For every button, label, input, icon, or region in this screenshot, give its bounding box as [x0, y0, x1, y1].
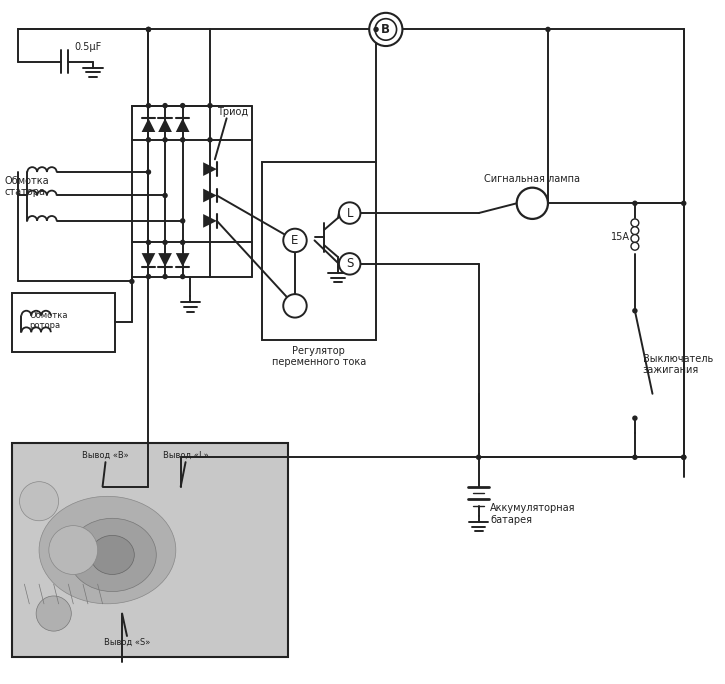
Circle shape [631, 219, 639, 226]
Circle shape [162, 137, 167, 142]
Circle shape [631, 242, 639, 250]
Text: Вывод «L»: Вывод «L» [162, 451, 209, 460]
Text: E: E [291, 234, 299, 247]
Text: S: S [346, 257, 353, 270]
Circle shape [681, 455, 687, 460]
Text: Выключатель
зажигания: Выключатель зажигания [642, 354, 713, 376]
Circle shape [180, 218, 186, 224]
Circle shape [162, 239, 167, 245]
Circle shape [162, 103, 167, 108]
Circle shape [146, 27, 152, 32]
Circle shape [283, 294, 307, 317]
Polygon shape [141, 118, 155, 132]
Circle shape [146, 103, 152, 108]
Polygon shape [203, 214, 217, 228]
Circle shape [36, 596, 71, 631]
Polygon shape [158, 118, 172, 132]
Text: 0.5μF: 0.5μF [74, 42, 102, 52]
Circle shape [369, 13, 402, 46]
Circle shape [146, 274, 152, 279]
Circle shape [146, 239, 152, 245]
Circle shape [207, 103, 212, 108]
Circle shape [681, 455, 687, 460]
Circle shape [681, 200, 687, 206]
Circle shape [129, 278, 135, 284]
Bar [12, 293, 115, 352]
Text: Регулятор
переменного тока: Регулятор переменного тока [272, 346, 366, 367]
Circle shape [632, 200, 637, 206]
Bar [262, 162, 376, 340]
Circle shape [180, 103, 186, 108]
Circle shape [146, 137, 152, 142]
Polygon shape [141, 253, 155, 267]
Circle shape [632, 415, 637, 421]
Circle shape [631, 235, 639, 242]
Bar [12, 443, 288, 657]
Text: Обмотка
статора: Обмотка статора [5, 176, 49, 198]
Polygon shape [176, 118, 189, 132]
Circle shape [180, 274, 186, 279]
Circle shape [545, 27, 551, 32]
Circle shape [632, 455, 637, 460]
Circle shape [146, 170, 152, 175]
Circle shape [146, 27, 152, 32]
Circle shape [373, 27, 378, 32]
Circle shape [517, 187, 548, 219]
Text: Сигнальная лампа: Сигнальная лампа [484, 174, 580, 184]
Text: L: L [347, 207, 353, 220]
Circle shape [631, 226, 639, 235]
Text: Вывод «B»: Вывод «B» [82, 451, 129, 460]
Text: Вывод «S»: Вывод «S» [104, 638, 150, 647]
Circle shape [162, 274, 167, 279]
Text: Обмотка
ротора: Обмотка ротора [29, 311, 68, 330]
Ellipse shape [91, 536, 134, 575]
Circle shape [283, 228, 307, 252]
Circle shape [375, 18, 397, 40]
Circle shape [20, 482, 59, 521]
Circle shape [339, 253, 360, 274]
Ellipse shape [68, 518, 157, 592]
Text: Аккумуляторная
батарея: Аккумуляторная батарея [490, 503, 576, 525]
Polygon shape [158, 253, 172, 267]
Text: Триод: Триод [217, 107, 248, 118]
Circle shape [162, 193, 167, 198]
Circle shape [180, 137, 186, 142]
Circle shape [207, 137, 212, 142]
Polygon shape [203, 189, 217, 202]
Text: B: B [381, 23, 390, 36]
Text: 15A: 15A [611, 233, 630, 243]
Circle shape [49, 525, 98, 575]
Circle shape [180, 239, 186, 245]
Polygon shape [203, 162, 217, 176]
Circle shape [476, 455, 481, 460]
Polygon shape [176, 253, 189, 267]
Circle shape [632, 308, 637, 313]
Circle shape [339, 202, 360, 224]
Ellipse shape [39, 497, 176, 604]
